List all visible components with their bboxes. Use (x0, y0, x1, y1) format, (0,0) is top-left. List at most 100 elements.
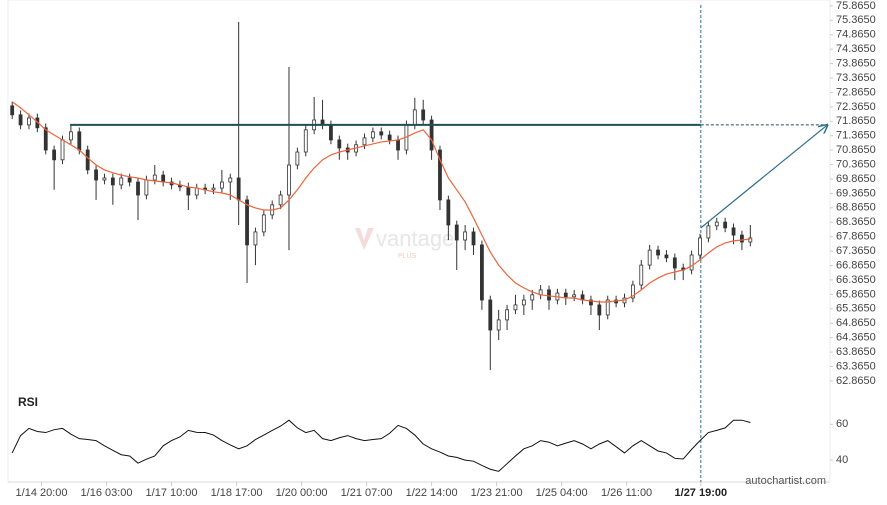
y-tick-label: 65.3650 (836, 303, 876, 315)
y-tick-label: 75.3650 (836, 14, 876, 26)
candle-body (656, 249, 660, 256)
candle-body (597, 304, 602, 316)
y-tick-label: 70.3650 (836, 158, 876, 170)
y-tick-label: 63.8650 (836, 346, 876, 358)
y-tick-label: 73.8650 (836, 58, 876, 70)
candle-body (18, 114, 23, 126)
candle-body (60, 139, 65, 161)
candle-body (547, 289, 551, 301)
x-tick-label: 1/22 14:00 (406, 487, 458, 499)
y-tick-label: 72.8650 (836, 86, 876, 98)
candle-body (337, 139, 342, 149)
candle-body (513, 304, 518, 311)
candle-body (379, 131, 384, 136)
candle-body (605, 299, 610, 316)
candle-body (287, 164, 291, 196)
candle-body (362, 137, 367, 146)
candle-body (27, 117, 31, 126)
candle-body (119, 177, 124, 186)
candle-body (706, 225, 711, 239)
y-tick-label: 74.8650 (836, 29, 876, 41)
candle-body (136, 181, 140, 196)
x-tick-label: 1/27 19:00 (675, 487, 728, 499)
y-tick-label: 75.8650 (836, 0, 876, 12)
y-tick-label: 64.3650 (836, 332, 876, 344)
candle-body (731, 227, 736, 236)
candle-body (714, 221, 719, 227)
y-tick-label: 67.3650 (836, 245, 876, 257)
candle-body (446, 199, 451, 226)
candle-body (261, 214, 266, 233)
y-tick-label: 64.8650 (836, 317, 876, 329)
candle-body (43, 127, 48, 151)
candle-body (396, 139, 400, 151)
watermark-text: vantage (376, 226, 454, 251)
y-tick-label: 69.8650 (836, 173, 876, 185)
y-tick-label: 66.3650 (836, 274, 876, 286)
candle-body (219, 181, 224, 189)
candle-body (236, 177, 241, 201)
candle-body (723, 221, 728, 229)
candle-body (102, 177, 107, 181)
y-tick-label: 71.3650 (836, 130, 876, 142)
candle-body (387, 134, 392, 141)
y-tick-label: 62.8650 (836, 375, 876, 387)
watermark-logo (355, 228, 374, 250)
candle-body (85, 149, 90, 171)
x-tick-label: 1/20 00:00 (276, 487, 328, 499)
candle-body (563, 292, 568, 298)
y-tick-label: 66.8650 (836, 259, 876, 271)
candle-body (77, 131, 82, 151)
watermark: vantage PLUS (355, 226, 454, 260)
candle-body (664, 254, 669, 259)
candle-body (480, 244, 484, 301)
candle-body (253, 231, 258, 246)
x-tick-label: 1/21 07:00 (341, 487, 393, 499)
candle-body (144, 179, 149, 196)
candle-body (94, 169, 98, 181)
candle-body (530, 294, 535, 301)
candle-body (471, 231, 476, 246)
candle-body (488, 299, 493, 331)
candle-body (505, 309, 509, 321)
candle-body (52, 149, 57, 161)
candle-body (589, 299, 593, 306)
moving-average (11, 101, 751, 303)
forecast-arrow (700, 125, 828, 229)
candle-body (110, 177, 115, 186)
rsi-line (11, 419, 751, 472)
y-tick-label: 71.8650 (836, 115, 876, 127)
candle-body (454, 224, 459, 241)
candle-body (572, 294, 577, 298)
rsi-title: RSI (18, 395, 38, 409)
y-tick-label: 67.8650 (836, 231, 876, 243)
y-tick-label: 63.3650 (836, 360, 876, 372)
y-tick-label: 69.3650 (836, 187, 876, 199)
candle-body (278, 194, 283, 206)
x-tick-label: 1/17 10:00 (146, 487, 198, 499)
candle-body (740, 234, 744, 243)
candle-body (521, 299, 526, 306)
candle-body (496, 319, 501, 331)
x-tick-label: 1/25 04:00 (536, 487, 588, 499)
candle-body (186, 186, 191, 196)
candle-body (329, 124, 333, 141)
y-tick-label: 68.8650 (836, 202, 876, 214)
candle-body (245, 199, 249, 246)
source-label: autochartist.com (745, 475, 826, 487)
y-tick-label: 73.3650 (836, 72, 876, 84)
candle-body (127, 177, 132, 183)
candle-body (698, 237, 702, 256)
candle-body (295, 151, 300, 166)
y-tick-label: 74.3650 (836, 43, 876, 55)
candle-body (438, 149, 442, 201)
x-tick-label: 1/23 21:00 (471, 487, 523, 499)
candle-body (10, 105, 15, 116)
candle-body (639, 264, 644, 286)
y-tick-label: 72.3650 (836, 101, 876, 113)
rsi-tick-label: 60 (836, 418, 848, 430)
candle-body (463, 231, 468, 241)
y-tick-label: 65.8650 (836, 288, 876, 300)
